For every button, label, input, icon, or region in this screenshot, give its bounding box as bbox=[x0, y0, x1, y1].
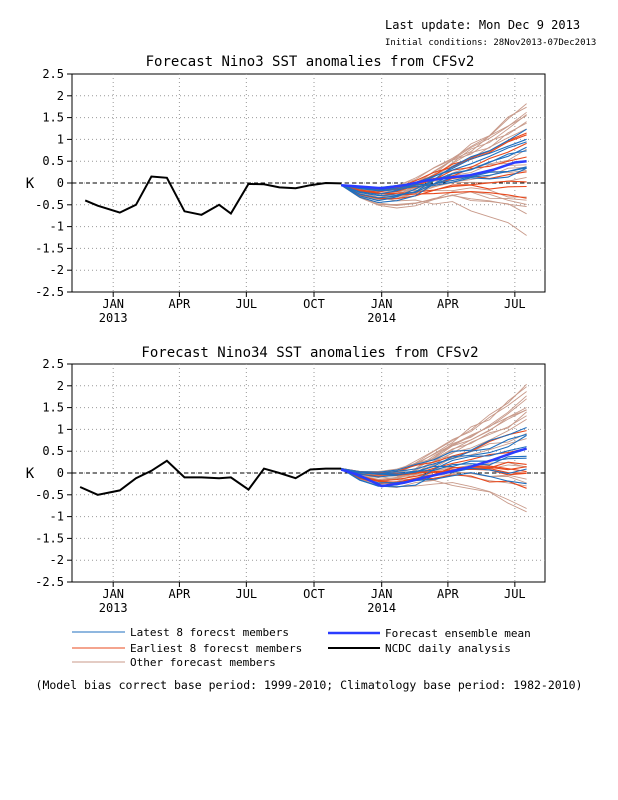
latest-member-line bbox=[340, 167, 527, 197]
latest-member-line bbox=[341, 433, 527, 475]
y-tick-label: 2 bbox=[57, 89, 64, 103]
x-tick-label: JAN bbox=[371, 587, 393, 601]
y-tick-label: -0.5 bbox=[35, 198, 64, 212]
y-tick-label: -2.5 bbox=[35, 285, 64, 299]
x-tick-label: APR bbox=[169, 587, 191, 601]
y-tick-label: -1.5 bbox=[35, 241, 64, 255]
y-tick-label: -2.5 bbox=[35, 575, 64, 589]
x-tick-year-label: 2014 bbox=[367, 601, 396, 615]
y-tick-label: -1 bbox=[50, 220, 64, 234]
y-tick-label: -2 bbox=[50, 553, 64, 567]
y-tick-label: -2 bbox=[50, 263, 64, 277]
y-tick-label: 1 bbox=[57, 132, 64, 146]
y-tick-label: -1 bbox=[50, 510, 64, 524]
earliest-member-line bbox=[341, 134, 527, 193]
initial-conditions-text: Initial conditions: 28Nov2013-07Dec2013 bbox=[385, 38, 596, 48]
y-tick-label: -0.5 bbox=[35, 488, 64, 502]
latest-member-line bbox=[341, 138, 527, 195]
x-tick-label: APR bbox=[437, 587, 459, 601]
y-tick-label: 1 bbox=[57, 422, 64, 436]
y-tick-label: 0 bbox=[57, 176, 64, 190]
legend-label-analysis: NCDC daily analysis bbox=[385, 642, 511, 655]
y-tick-label: -1.5 bbox=[35, 531, 64, 545]
x-tick-year-label: 2013 bbox=[99, 311, 128, 325]
nino3-panel: Forecast Nino3 SST anomalies from CFSv2 … bbox=[26, 54, 546, 325]
y-tick-label: 2.5 bbox=[42, 67, 64, 81]
y-tick-label: 2 bbox=[57, 379, 64, 393]
ncdc-analysis-line bbox=[84, 175, 342, 216]
y-tick-label: 0.5 bbox=[42, 154, 64, 168]
nino34-panel: Forecast Nino34 SST anomalies from CFSv2… bbox=[26, 345, 546, 615]
y-tick-label: 0.5 bbox=[42, 444, 64, 458]
other-member-line bbox=[341, 438, 527, 480]
x-tick-label: JAN bbox=[102, 587, 124, 601]
last-update-text: Last update: Mon Dec 9 2013 bbox=[385, 18, 580, 32]
y-tick-label: 0 bbox=[57, 466, 64, 480]
x-tick-label: JUL bbox=[235, 297, 257, 311]
ensemble-mean-line bbox=[340, 447, 527, 488]
x-tick-label: OCT bbox=[303, 297, 325, 311]
latest-member-line bbox=[341, 167, 527, 192]
x-tick-year-label: 2014 bbox=[367, 311, 396, 325]
legend: Latest 8 forecst members Earliest 8 fore… bbox=[72, 626, 531, 669]
earliest-member-line bbox=[341, 184, 527, 199]
footnote: (Model bias correct base period: 1999-20… bbox=[36, 678, 583, 692]
latest-member-line bbox=[340, 446, 527, 487]
x-tick-label: JAN bbox=[371, 297, 393, 311]
legend-label-earliest: Earliest 8 forecst members bbox=[130, 642, 302, 655]
other-member-line bbox=[341, 184, 527, 236]
y-axis-label: K bbox=[26, 176, 35, 192]
x-tick-label: JUL bbox=[504, 297, 526, 311]
legend-label-mean: Forecast ensemble mean bbox=[385, 627, 531, 640]
chart-title: Forecast Nino3 SST anomalies from CFSv2 bbox=[146, 54, 475, 70]
x-tick-label: JUL bbox=[235, 587, 257, 601]
latest-member-line bbox=[341, 426, 527, 473]
x-tick-label: JUL bbox=[504, 587, 526, 601]
ensemble-mean-line bbox=[341, 159, 527, 190]
x-tick-label: JAN bbox=[102, 297, 124, 311]
other-member-line bbox=[340, 184, 527, 206]
earliest-member-line bbox=[341, 184, 527, 195]
latest-member-line bbox=[341, 434, 527, 478]
ncdc-analysis-line bbox=[79, 459, 342, 496]
earliest-member-line bbox=[341, 465, 527, 475]
y-tick-label: 2.5 bbox=[42, 357, 64, 371]
chart-title: Forecast Nino34 SST anomalies from CFSv2 bbox=[141, 345, 478, 361]
legend-label-other: Other forecast members bbox=[130, 656, 276, 669]
x-tick-label: OCT bbox=[303, 587, 325, 601]
y-axis-label: K bbox=[26, 466, 35, 482]
y-tick-label: 1.5 bbox=[42, 111, 64, 125]
y-tick-label: 1.5 bbox=[42, 401, 64, 415]
x-tick-year-label: 2013 bbox=[99, 601, 128, 615]
x-tick-label: APR bbox=[437, 297, 459, 311]
x-tick-label: APR bbox=[169, 297, 191, 311]
legend-label-latest: Latest 8 forecst members bbox=[130, 626, 289, 639]
